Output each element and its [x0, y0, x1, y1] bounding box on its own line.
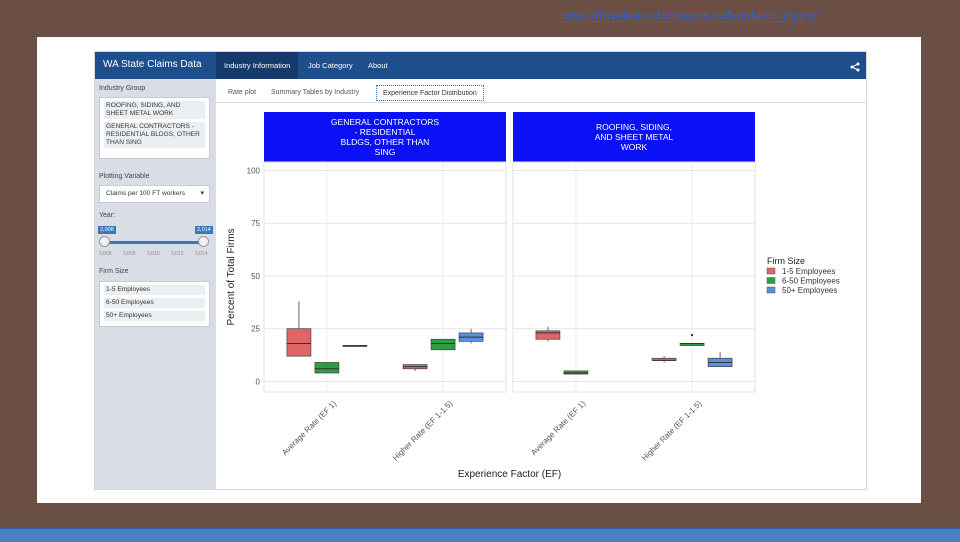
- nav-tab-about[interactable]: About: [368, 61, 388, 70]
- x-tick-label: Average Rate (EF 1): [529, 399, 587, 457]
- y-tick-label: 25: [251, 325, 260, 334]
- y-tick-label: 50: [251, 272, 260, 281]
- legend-label: 50+ Employees: [782, 286, 837, 295]
- facet-title-line: GENERAL CONTRACTORS: [331, 117, 439, 127]
- panel-background: [512, 161, 756, 393]
- facet-header: [513, 112, 755, 162]
- x-tick-label: Average Rate (EF 1): [280, 399, 338, 457]
- legend-label: 6-50 Employees: [782, 277, 840, 286]
- bottom-bar: [0, 527, 960, 542]
- year-tick: 2,008: [99, 251, 112, 257]
- facet-title-line: ROOFING, SIDING,: [596, 122, 672, 132]
- box-6-50-employees: [563, 370, 589, 375]
- legend-label: 1-5 Employees: [782, 267, 835, 276]
- facet-title-line: BLDGS, OTHER THAN: [341, 137, 430, 147]
- year-tick: 2,014: [195, 251, 208, 257]
- year-slider-max-handle[interactable]: [198, 236, 209, 247]
- year-slider-min-handle[interactable]: [99, 236, 110, 247]
- main-panel: Rate plot Summary Tables by Industry Exp…: [216, 79, 866, 489]
- year-tick: 2,012: [171, 251, 184, 257]
- year-tick: 2,009: [123, 251, 136, 257]
- firm-chip-50plus[interactable]: 50+ Employees: [104, 311, 205, 321]
- subtab-divider: [216, 102, 866, 103]
- subtab-experience-factor-distribution[interactable]: Experience Factor Distribution: [376, 85, 484, 101]
- legend-title: Firm Size: [767, 256, 805, 266]
- legend-swatch: [766, 286, 776, 294]
- facet-title-line: SING: [375, 147, 396, 157]
- facet-title-line: AND SHEET METAL: [595, 132, 674, 142]
- year-tick: 2,010: [147, 251, 160, 257]
- y-tick-label: 100: [247, 166, 261, 175]
- share-icon[interactable]: [850, 59, 860, 77]
- legend-swatch: [766, 277, 776, 284]
- subtab-summary-tables[interactable]: Summary Tables by Industry: [271, 89, 360, 96]
- box-1-5-employees: [535, 330, 561, 340]
- box-1-5-employees: [286, 328, 312, 357]
- year-label: Year:: [99, 212, 116, 219]
- nav-tab-industry-information[interactable]: Industry Information: [216, 52, 299, 79]
- box-6-50-employees: [314, 362, 340, 374]
- year-slider-fill: [104, 241, 205, 244]
- year-min-badge: 2,008: [98, 226, 116, 234]
- y-tick-label: 0: [256, 377, 261, 386]
- firm-chip-1-5[interactable]: 1-5 Employees: [104, 285, 205, 295]
- y-axis-title: Percent of Total Firms: [226, 228, 237, 325]
- x-tick-label: Higher Rate (EF 1-1.5): [391, 399, 455, 463]
- app-url-link[interactable]: https://bwelena.shinyapps.io/flexdash_in…: [560, 8, 818, 23]
- plotting-variable-value: Claims per 100 FT workers: [106, 190, 186, 197]
- y-tick-label: 75: [251, 219, 260, 228]
- navbar: WA State Claims Data Industry Informatio…: [95, 52, 866, 79]
- app-brand: WA State Claims Data: [103, 59, 202, 70]
- industry-group-label: Industry Group: [99, 85, 146, 92]
- plotting-variable-select[interactable]: Claims per 100 FT workers ▾: [99, 185, 210, 203]
- firm-size-select[interactable]: 1-5 Employees 6-50 Employees 50+ Employe…: [99, 281, 210, 327]
- subtab-rate-plot[interactable]: Rate plot: [228, 89, 257, 96]
- x-axis-title: Experience Factor (EF): [458, 469, 561, 480]
- firm-chip-6-50[interactable]: 6-50 Employees: [104, 298, 205, 308]
- facet-header: [264, 112, 506, 162]
- chevron-down-icon: ▾: [200, 190, 204, 197]
- shiny-app-window: WA State Claims Data Industry Informatio…: [94, 51, 867, 490]
- x-tick-label: Higher Rate (EF 1-1.5): [640, 399, 704, 463]
- sidebar: Industry Group ROOFING, SIDING, AND SHEE…: [95, 79, 216, 489]
- industry-group-select[interactable]: ROOFING, SIDING, AND SHEET METAL WORK GE…: [99, 97, 210, 159]
- facet-title-line: - RESIDENTIAL: [355, 127, 416, 137]
- plotting-variable-label: Plotting Variable: [99, 173, 150, 180]
- box-outlier: [690, 333, 694, 337]
- panel-background: [263, 161, 507, 393]
- box-6-50-employees: [430, 338, 456, 351]
- nav-tab-job-category[interactable]: Job Category: [308, 61, 353, 70]
- legend-swatch: [766, 267, 776, 275]
- industry-chip-general-contractors[interactable]: GENERAL CONTRACTORS - RESIDENTIAL BLDGS,…: [104, 122, 205, 148]
- firm-size-label: Firm Size: [99, 268, 129, 275]
- industry-chip-roofing[interactable]: ROOFING, SIDING, AND SHEET METAL WORK: [104, 101, 205, 119]
- facet-title-line: WORK: [621, 142, 648, 152]
- year-max-badge: 2,014: [195, 226, 213, 234]
- boxplot-chart: Percent of Total Firms 0 25 50 75 100 GENERAL …: [226, 112, 840, 480]
